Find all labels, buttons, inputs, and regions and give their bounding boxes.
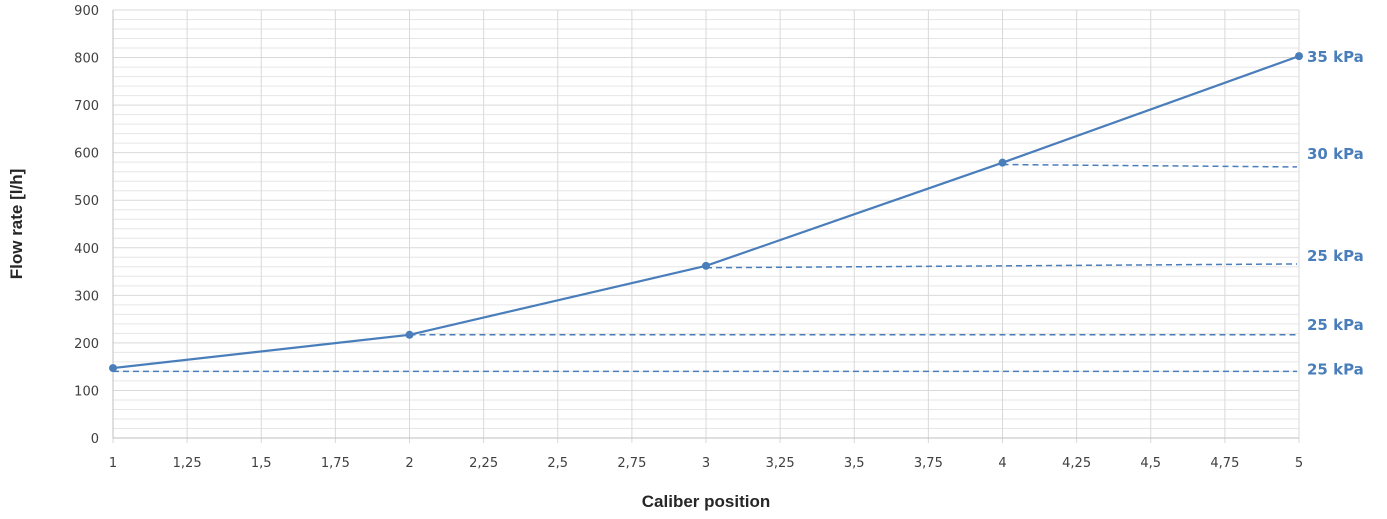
x-tick-label: 3,5 [844,456,865,471]
data-point [998,158,1007,167]
y-tick-label: 300 [74,289,99,304]
x-tick-label: 1,25 [173,456,202,471]
x-tick-label: 2 [405,456,413,471]
x-tick-label: 3,25 [766,456,795,471]
pressure-lines: 25 kPa 25 kPa 25 kPa 30 kPa 35 kPa [113,48,1364,378]
pressure-label: 25 kPa [1307,316,1364,334]
x-tick-label: 3 [702,456,710,471]
major-gridlines [112,9,1300,443]
y-tick-label: 500 [74,194,99,209]
y-tick-label: 700 [74,99,99,114]
pressure-line [705,263,1298,269]
x-tick-label: 2,25 [469,456,498,471]
y-axis-title: Flow rate [l/h] [7,169,26,280]
x-tick-label: 2,5 [547,456,568,471]
x-tick-label: 1 [109,456,117,471]
x-tick-label: 3,75 [914,456,943,471]
y-tick-labels: 0 100 200 300 400 500 600 700 800 900 [74,4,99,447]
x-tick-label: 2,75 [617,456,646,471]
data-point [702,261,710,270]
y-tick-label: 800 [74,52,99,67]
x-tick-label: 5 [1295,456,1303,471]
y-tick-label: 100 [74,384,99,399]
pressure-label: 25 kPa [1307,247,1364,265]
x-tick-label: 4 [998,456,1006,471]
x-tick-label: 1,5 [251,456,272,471]
pressure-label: 25 kPa [1307,360,1364,378]
pressure-line [1002,163,1298,168]
x-tick-label: 1,75 [321,456,350,471]
x-tick-label: 4,75 [1210,456,1239,471]
data-point [109,364,117,373]
data-point [1295,52,1303,61]
y-tick-label: 400 [74,242,99,257]
pressure-label: 35 kPa [1307,48,1364,66]
x-axis-title: Caliber position [642,492,770,511]
x-tick-label: 4,5 [1140,456,1161,471]
y-tick-label: 0 [91,432,99,447]
y-tick-label: 900 [74,4,99,19]
y-tick-label: 600 [74,147,99,162]
data-point [405,330,414,339]
x-tick-labels: 1 1,25 1,5 1,75 2 2,25 2,5 2,75 3 3,25 3,5 3,75 4 4,2… [109,456,1303,471]
x-tick-label: 4,25 [1062,456,1091,471]
flow-series [109,52,1303,373]
y-tick-label: 200 [74,337,99,352]
pressure-label: 30 kPa [1307,145,1364,163]
